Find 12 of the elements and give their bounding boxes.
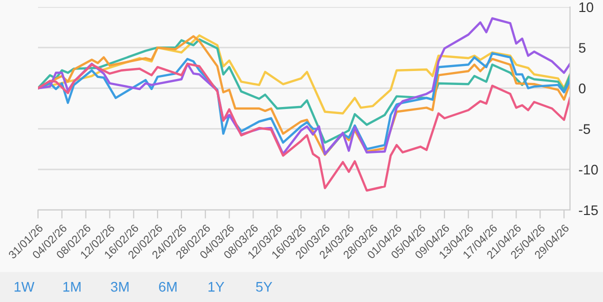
text: 1W [14, 282, 34, 292]
y-tick-label: -10 [578, 164, 598, 175]
y-tick-label: -15 [578, 205, 598, 216]
text: 3M [110, 282, 129, 292]
y-tick-label: -5 [578, 124, 590, 134]
text: 6M [159, 282, 177, 292]
text: 1Y [208, 282, 224, 292]
text: 1M [63, 282, 81, 292]
y-tick-label: 10 [579, 2, 594, 12]
y-tick-label: 5 [578, 43, 586, 53]
y-tick-label: 0 [578, 84, 586, 94]
text: 5Y [256, 282, 272, 292]
